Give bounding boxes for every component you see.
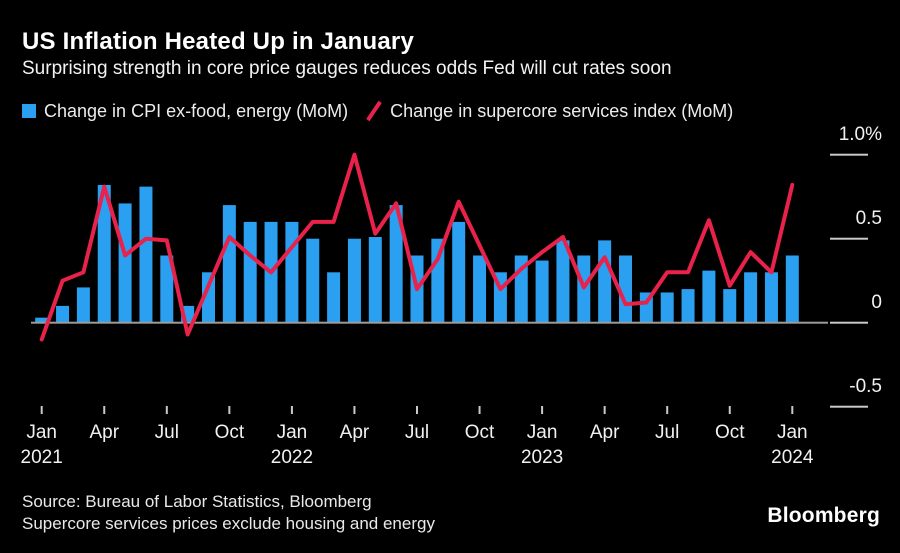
x-tick <box>478 406 481 414</box>
bar-feb-2021 <box>56 305 70 323</box>
x-tick-label: Oct <box>214 422 245 443</box>
bar-jun-2022 <box>389 205 403 323</box>
x-tick <box>103 406 106 414</box>
x-tick-label: Oct <box>464 422 495 443</box>
legend-item-supercore: Change in supercore services index (MoM) <box>364 100 733 122</box>
bar-jun-2021 <box>139 186 153 323</box>
y-tick-label: 0.5 <box>855 207 882 229</box>
y-tick <box>830 321 868 324</box>
legend-label-cpi: Change in CPI ex-food, energy (MoM) <box>44 100 349 121</box>
bar-sep-2021 <box>202 272 215 323</box>
bar-nov-2023 <box>744 272 758 323</box>
x-tick <box>165 406 168 414</box>
bar-series-swatch-icon <box>22 104 36 118</box>
x-tick <box>416 406 418 414</box>
bar-mar-2022 <box>327 272 341 323</box>
y-tick <box>830 405 868 408</box>
bar-nov-2021 <box>243 221 257 323</box>
x-tick-label: Apr <box>89 422 120 443</box>
bar-jul-2023 <box>660 292 674 323</box>
footnote: Supercore services prices exclude housin… <box>22 514 435 533</box>
x-tick <box>666 406 669 414</box>
bar-dec-2023 <box>764 272 778 323</box>
x-tick <box>40 406 43 414</box>
x-year-label: 2021 <box>20 447 63 468</box>
x-year-label: 2024 <box>771 447 814 468</box>
x-tick-label: Jul <box>154 422 179 443</box>
bar-aug-2022 <box>431 238 445 323</box>
bar-may-2021 <box>118 203 132 323</box>
x-tick-label: Jan <box>776 422 808 443</box>
chart-legend: Change in CPI ex-food, energy (MoM) Chan… <box>22 100 733 122</box>
zero-baseline <box>31 321 828 324</box>
source-note: Source: Bureau of Labor Statistics, Bloo… <box>22 492 372 511</box>
x-tick-label: Oct <box>714 422 745 443</box>
bar-apr-2022 <box>347 238 361 323</box>
x-tick-label: Jul <box>655 422 680 443</box>
y-tick <box>830 153 868 156</box>
bar-aug-2023 <box>681 289 695 323</box>
y-tick-label: 1.0% <box>838 123 882 145</box>
y-tick <box>830 237 868 240</box>
bar-feb-2022 <box>306 238 320 323</box>
y-tick-label: 0 <box>871 291 882 313</box>
bar-feb-2023 <box>556 240 570 323</box>
x-year-label: 2022 <box>270 447 314 468</box>
x-tick <box>541 406 544 414</box>
x-tick-label: Apr <box>589 422 620 443</box>
x-tick-label: Jan <box>526 422 558 443</box>
bar-sep-2022 <box>452 221 466 323</box>
bar-mar-2021 <box>76 287 90 323</box>
x-tick-label: Jan <box>26 422 57 443</box>
bar-apr-2021 <box>97 184 111 323</box>
bar-apr-2023 <box>598 240 612 323</box>
bar-oct-2021 <box>222 205 236 323</box>
chart-title: US Inflation Heated Up in January <box>22 28 414 55</box>
x-year-label: 2023 <box>520 447 564 468</box>
x-tick <box>353 406 356 414</box>
supercore-line <box>39 152 795 342</box>
x-tick <box>290 406 293 414</box>
legend-item-cpi: Change in CPI ex-food, energy (MoM) <box>22 101 348 122</box>
legend-label-supercore: Change in supercore services index (MoM) <box>390 100 734 121</box>
bar-jan-2022 <box>285 221 299 323</box>
x-tick-label: Jan <box>276 422 308 443</box>
x-tick <box>228 406 231 414</box>
y-tick-label: -0.5 <box>849 375 882 397</box>
bloomberg-logo: Bloomberg <box>767 504 880 527</box>
bar-jul-2021 <box>160 255 174 323</box>
x-tick-label: Apr <box>339 422 370 443</box>
bar-jan-2023 <box>535 260 549 323</box>
bar-jan-2024 <box>785 255 799 323</box>
bar-may-2022 <box>368 237 382 323</box>
x-tick <box>603 406 606 414</box>
bar-oct-2023 <box>723 289 737 323</box>
x-tick <box>728 406 731 414</box>
x-tick-label: Jul <box>404 422 430 443</box>
chart-subtitle: Surprising strength in core price gauges… <box>22 58 672 79</box>
bar-oct-2022 <box>473 255 487 323</box>
bar-sep-2023 <box>702 270 716 323</box>
bar-jan-2021 <box>35 317 49 323</box>
x-tick <box>791 406 794 414</box>
